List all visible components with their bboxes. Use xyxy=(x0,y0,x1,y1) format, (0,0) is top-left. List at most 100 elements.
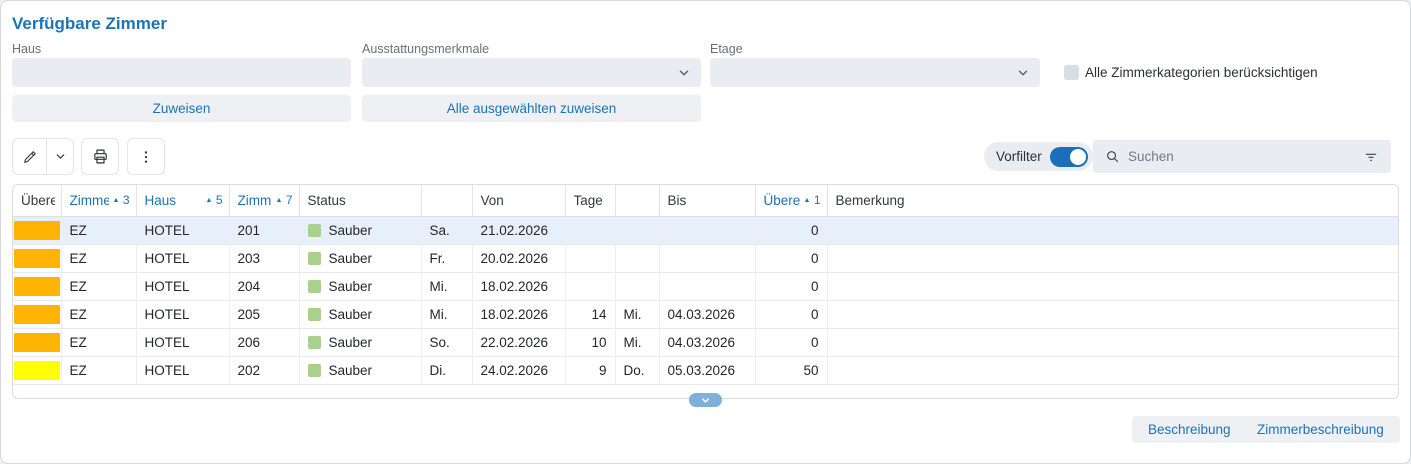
match-color-swatch xyxy=(14,248,60,268)
status-text: Sauber xyxy=(328,362,373,378)
col-header-haus[interactable]: Haus ▲ 5 xyxy=(136,185,230,217)
cell-zimmerkategorie: EZ xyxy=(61,356,137,385)
cell-bemerkung xyxy=(827,328,1398,357)
cell-zimmerkategorie: EZ xyxy=(61,216,137,245)
col-header-bis[interactable]: Bis xyxy=(659,185,756,217)
cell-match-color xyxy=(13,356,62,385)
cell-tage xyxy=(565,272,616,301)
col-header-zimme[interactable]: Zimme ▲ 3 xyxy=(61,185,137,217)
col-header-überein[interactable]: Überein xyxy=(13,185,62,217)
table-row[interactable]: EZ HOTEL 206 Sauber So. 22.02.2026 10 Mi. 04.03.… xyxy=(13,328,1398,357)
cell-haus: HOTEL xyxy=(136,244,230,273)
table-row[interactable]: EZ HOTEL 203 Sauber Fr. 20.02.2026 0 xyxy=(13,244,1398,273)
cell-von: 18.02.2026 xyxy=(472,300,566,329)
cell-uebereinstimmung: 0 xyxy=(755,300,828,329)
all-categories-label: Alle Zimmerkategorien berücksichtigen xyxy=(1085,65,1318,80)
assign-all-button[interactable]: Alle ausgewählten zuweisen xyxy=(362,95,701,122)
status-color-square xyxy=(307,307,321,321)
etage-label: Etage xyxy=(710,42,743,56)
prefilter-toggle[interactable] xyxy=(1049,146,1088,167)
status-color-square xyxy=(307,251,321,265)
col-header-tage[interactable]: Tage xyxy=(565,185,616,217)
edit-menu-chevron-icon[interactable] xyxy=(47,139,73,174)
cell-von: 24.02.2026 xyxy=(472,356,566,385)
cell-bis xyxy=(659,244,756,273)
haus-input[interactable] xyxy=(12,58,351,87)
cell-tage xyxy=(565,216,616,245)
cell-haus: HOTEL xyxy=(136,300,230,329)
cell-zimmer: 202 xyxy=(229,356,300,385)
table-row[interactable]: EZ HOTEL 201 Sauber Sa. 21.02.2026 0 xyxy=(13,216,1398,245)
col-header-label: Tage xyxy=(573,192,603,208)
cell-tage: 9 xyxy=(565,356,616,385)
cell-status: Sauber xyxy=(299,356,422,385)
prefilter-toggle-group[interactable]: Vorfilter xyxy=(984,142,1093,171)
search-input[interactable] xyxy=(1128,149,1355,164)
cell-von-wochentag: So. xyxy=(421,328,473,357)
prefilter-label: Vorfilter xyxy=(996,149,1042,164)
assign-button[interactable]: Zuweisen xyxy=(12,95,351,122)
filter-icon[interactable] xyxy=(1363,149,1379,165)
cell-uebereinstimmung: 0 xyxy=(755,328,828,357)
cell-bemerkung xyxy=(827,300,1398,329)
ausstattung-select[interactable] xyxy=(362,58,701,87)
cell-bis-wochentag: Do. xyxy=(615,356,660,385)
col-header-status[interactable]: Status xyxy=(299,185,422,217)
table-row[interactable]: EZ HOTEL 202 Sauber Di. 24.02.2026 9 Do. 05.03.2… xyxy=(13,356,1398,385)
status-text: Sauber xyxy=(328,334,373,350)
cell-haus: HOTEL xyxy=(136,272,230,301)
room-description-button[interactable]: Zimmerbeschreibung xyxy=(1241,416,1400,443)
print-button[interactable] xyxy=(81,138,119,175)
cell-bemerkung xyxy=(827,272,1398,301)
edit-split-button[interactable] xyxy=(12,138,74,175)
col-header-von[interactable]: Von xyxy=(472,185,566,217)
expand-grid-button[interactable] xyxy=(689,393,722,407)
cell-uebereinstimmung: 50 xyxy=(755,356,828,385)
etage-select[interactable] xyxy=(710,58,1040,87)
col-header-label: Zimme xyxy=(69,192,109,208)
chevron-down-icon xyxy=(1016,66,1030,80)
cell-bis xyxy=(659,272,756,301)
sort-indicator: ▲ 1 xyxy=(803,193,821,208)
cell-zimmerkategorie: EZ xyxy=(61,244,137,273)
cell-haus: HOTEL xyxy=(136,356,230,385)
cell-bemerkung xyxy=(827,244,1398,273)
cell-zimmer: 203 xyxy=(229,244,300,273)
all-categories-checkbox[interactable] xyxy=(1064,65,1079,80)
more-options-button[interactable] xyxy=(127,138,165,175)
pencil-icon[interactable] xyxy=(13,139,48,174)
cell-bis-wochentag xyxy=(615,216,660,245)
col-header-label: Überein xyxy=(21,192,55,208)
cell-zimmerkategorie: EZ xyxy=(61,300,137,329)
cell-bis-wochentag xyxy=(615,272,660,301)
table-row[interactable]: EZ HOTEL 204 Sauber Mi. 18.02.2026 0 xyxy=(13,272,1398,301)
haus-label: Haus xyxy=(12,42,42,56)
table-row[interactable]: EZ HOTEL 205 Sauber Mi. 18.02.2026 14 Mi. 04.03.… xyxy=(13,300,1398,329)
printer-icon xyxy=(92,148,109,165)
status-color-square xyxy=(307,279,321,293)
cell-von: 22.02.2026 xyxy=(472,328,566,357)
col-header-label: Von xyxy=(480,192,504,208)
cell-tage xyxy=(565,244,616,273)
description-button[interactable]: Beschreibung xyxy=(1132,416,1247,443)
cell-von-wochentag: Mi. xyxy=(421,272,473,301)
cell-von-wochentag: Di. xyxy=(421,356,473,385)
cell-von-wochentag: Mi. xyxy=(421,300,473,329)
col-header-5[interactable] xyxy=(421,185,473,217)
chevron-down-icon xyxy=(677,66,691,80)
cell-von-wochentag: Sa. xyxy=(421,216,473,245)
cell-zimmer: 204 xyxy=(229,272,300,301)
cell-bis-wochentag: Mi. xyxy=(615,300,660,329)
status-color-square xyxy=(307,223,321,237)
match-color-swatch xyxy=(14,332,60,352)
cell-bis: 04.03.2026 xyxy=(659,328,756,357)
cell-bis-wochentag xyxy=(615,244,660,273)
col-header-8[interactable] xyxy=(615,185,660,217)
cell-zimmer: 206 xyxy=(229,328,300,357)
col-header-überei[interactable]: Überei ▲ 1 xyxy=(755,185,828,217)
cell-match-color xyxy=(13,244,62,273)
col-header-bemerkung[interactable]: Bemerkung xyxy=(827,185,1398,217)
col-header-zimme[interactable]: Zimme▲ 7 xyxy=(229,185,300,217)
